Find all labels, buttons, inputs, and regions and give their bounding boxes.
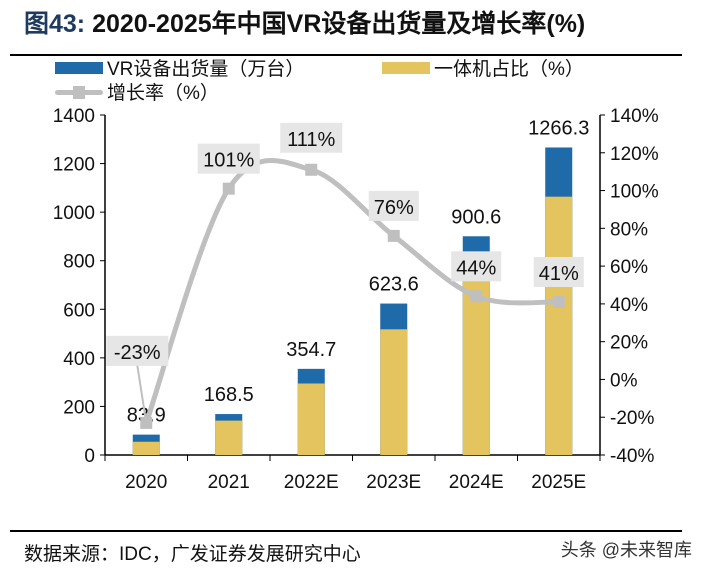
growth-marker (470, 290, 483, 303)
growth-label: 111% (287, 129, 335, 151)
growth-label-box (106, 335, 169, 366)
figure-number: 图43: (24, 10, 86, 38)
growth-label: 76% (374, 197, 414, 219)
right-tick-label: 20% (610, 333, 648, 354)
x-tick-label: 2023E (366, 472, 421, 493)
x-tick-label: 2021 (208, 472, 250, 493)
growth-label-box (197, 143, 260, 174)
x-tick-label: 2025E (531, 472, 586, 493)
legend-growth: 增长率（%） (55, 78, 219, 105)
bar-allinone-share (132, 441, 160, 455)
bar-value-label: 623.6 (369, 274, 419, 296)
growth-marker (222, 182, 235, 195)
growth-label-box (451, 251, 502, 282)
growth-label-box (533, 257, 584, 287)
growth-marker (552, 296, 565, 308)
legend-label: VR设备出货量（万台） (107, 59, 305, 80)
x-tick-label: 2020 (125, 472, 167, 493)
chart-title: 图43: 2020-2025年中国VR设备出货量及增长率(%) (24, 4, 585, 40)
right-tick-label: 100% (610, 182, 659, 203)
right-tick-label: 80% (610, 219, 648, 240)
bar-allinone-share (462, 280, 490, 455)
legend-allinone: 一体机占比（%） (382, 54, 584, 81)
bar-allinone-share (215, 420, 243, 455)
right-tick-label: 0% (610, 370, 638, 391)
right-tick-label: 120% (610, 144, 659, 165)
right-tick-label: 40% (610, 295, 648, 316)
right-tick-label: -40% (610, 446, 654, 467)
growth-label: 41% (539, 263, 579, 285)
left-tick-label: 1400 (53, 106, 95, 127)
bottom-divider (10, 530, 682, 532)
growth-marker (387, 229, 400, 242)
left-tick-label: 1200 (53, 155, 95, 176)
bar-value-label: 900.6 (451, 206, 501, 228)
watermark: 头条 @未来智库 (560, 540, 692, 560)
legend-label: 增长率（%） (107, 83, 219, 104)
legend-swatch-yellow (382, 61, 430, 74)
legend-label: 一体机占比（%） (434, 59, 584, 80)
right-tick-label: -20% (610, 408, 654, 429)
bar-value-label: 168.5 (204, 384, 254, 406)
left-tick-label: 0 (84, 446, 95, 467)
left-tick-label: 200 (63, 397, 95, 418)
growth-label: 44% (456, 257, 496, 279)
right-tick-label: 60% (610, 257, 648, 278)
top-divider (10, 54, 682, 56)
legend-shipments: VR设备出货量（万台） (55, 54, 304, 81)
bar-allinone-share (380, 329, 408, 455)
growth-label-box (368, 190, 419, 221)
growth-label-box (280, 122, 343, 153)
x-tick-label: 2024E (449, 472, 504, 493)
left-tick-label: 800 (63, 252, 95, 273)
right-tick-label: 140% (610, 106, 659, 127)
x-tick-label: 2022E (284, 472, 339, 493)
bar-allinone-share (297, 383, 325, 455)
chart-plot: 0 200 400 600 800 1000 1200 1400 -40% -20% 0% 20% 40… (53, 106, 659, 493)
legend-swatch-blue (55, 61, 103, 74)
left-tick-label: 1000 (53, 203, 95, 224)
growth-label: 101% (203, 150, 254, 172)
left-tick-label: 600 (63, 300, 95, 321)
growth-marker (305, 163, 318, 176)
growth-label-leader (136, 364, 148, 424)
legend-line-marker-icon (55, 85, 103, 99)
bar-value-label: 1266.3 (528, 117, 589, 139)
title-text: 2020-2025年中国VR设备出货量及增长率(%) (92, 10, 586, 38)
source-note: 数据来源：IDC，广发证券发展研究中心 (24, 544, 361, 565)
growth-label: -23% (114, 342, 161, 364)
bar-value-label: 354.7 (286, 339, 336, 361)
bar-allinone-share (545, 196, 573, 455)
left-tick-label: 400 (63, 349, 95, 370)
